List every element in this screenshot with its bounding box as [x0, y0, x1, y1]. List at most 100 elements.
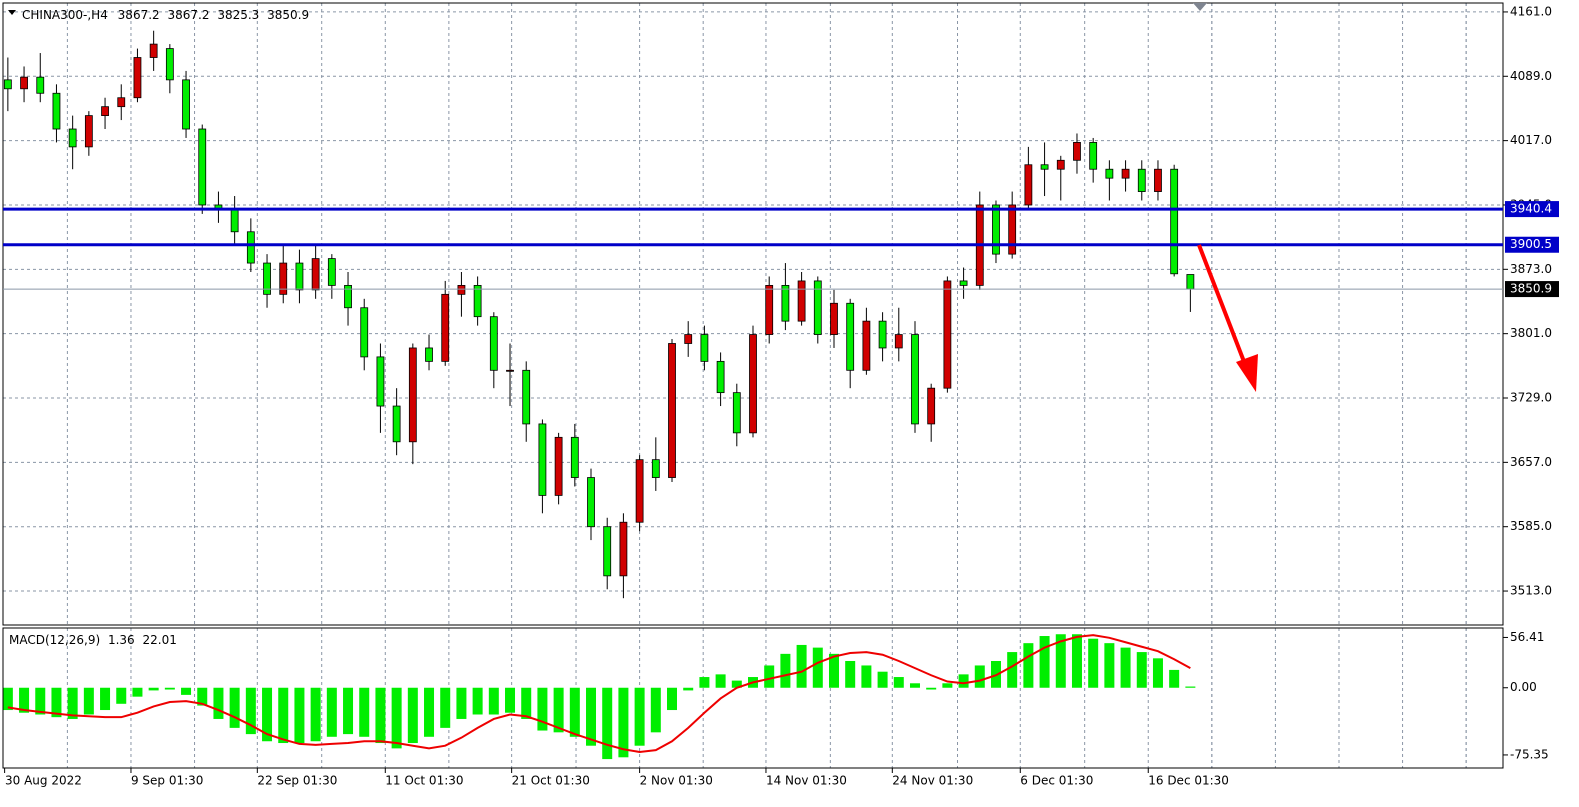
macd-bar: [326, 687, 337, 737]
x-tick-label: 14 Nov 01:30: [766, 774, 847, 788]
candle-body: [408, 347, 417, 443]
macd-bar: [845, 660, 856, 688]
header-close: 3850.9: [267, 8, 309, 22]
candle-body: [813, 280, 822, 335]
candle-body: [1137, 168, 1146, 192]
x-tick-label: 6 Dec 01:30: [1020, 774, 1093, 788]
macd-bar: [1088, 638, 1099, 688]
chart-header: CHINA300-,H4 3867.2 3867.2 3825.3 3850.9: [22, 8, 309, 22]
candle-body: [554, 436, 563, 496]
macd-bar: [796, 644, 807, 688]
level-label-box: [1505, 236, 1559, 253]
macd-title: MACD(12,26,9): [9, 633, 100, 647]
x-tick-label: 16 Dec 01:30: [1148, 774, 1229, 788]
grid-layer: 4161.04089.04017.03945.03873.03801.03729…: [3, 3, 1552, 788]
header-open: 3867.2: [118, 8, 160, 22]
candle-body: [101, 106, 109, 117]
macd-bar: [1120, 647, 1131, 688]
candle-body: [279, 262, 288, 295]
candle-body: [441, 293, 450, 362]
macd-bar: [1152, 658, 1163, 688]
candle-body: [830, 302, 838, 335]
candle-body: [846, 302, 855, 371]
candle-body: [668, 343, 676, 478]
macd-bar: [602, 687, 613, 760]
macd-bar: [731, 680, 742, 688]
y-tick-label: 3657.0: [1510, 455, 1552, 469]
macd-bar: [229, 687, 240, 728]
y-tick-label: 4017.0: [1510, 133, 1552, 147]
macd-bar: [909, 683, 920, 688]
candle-body: [732, 392, 741, 434]
macd-bar: [861, 665, 872, 688]
x-tick-label: 2 Nov 01:30: [640, 774, 713, 788]
macd-bar: [197, 687, 208, 706]
candle-body: [182, 79, 190, 130]
y-tick-label: 3585.0: [1510, 519, 1552, 533]
macd-bar: [958, 674, 969, 688]
candle-body: [1186, 274, 1195, 290]
candle-body: [570, 436, 579, 478]
candle-body: [230, 209, 239, 233]
x-tick-label: 24 Nov 01:30: [892, 774, 973, 788]
macd-bar: [440, 687, 451, 728]
candle-body: [765, 285, 774, 335]
macd-bar: [359, 687, 370, 737]
macd-bar: [893, 677, 904, 688]
macd-bar: [974, 665, 985, 688]
candle-body: [651, 459, 660, 478]
macd-bar: [1169, 669, 1180, 688]
candle-body: [327, 258, 336, 286]
shift-marker[interactable]: [1193, 3, 1207, 11]
macd-value: 1.36: [108, 633, 135, 647]
macd-bar: [116, 687, 127, 704]
signal-value: 22.01: [143, 633, 177, 647]
macd-bar: [1023, 643, 1034, 688]
y-tick-label: 4161.0: [1510, 4, 1552, 18]
macd-bar: [812, 647, 823, 688]
candle-body: [1105, 168, 1114, 179]
macd-header: MACD(12,26,9) 1.36 22.01: [9, 633, 177, 647]
y-tick-label: 3513.0: [1510, 584, 1552, 598]
macd-bar: [245, 687, 256, 735]
macd-bar: [278, 687, 289, 744]
candle-body: [489, 316, 498, 371]
candle-body: [198, 128, 207, 206]
macd-bar: [521, 687, 532, 719]
candle-body: [522, 369, 531, 425]
y-tick-label: 3873.0: [1510, 262, 1552, 276]
macd-bar: [1104, 643, 1115, 688]
candle-body: [911, 334, 919, 425]
macd-bar: [942, 683, 953, 688]
macd-bar: [780, 653, 791, 688]
menu-triangle[interactable]: [8, 10, 16, 15]
plot-layer: [2, 30, 1196, 760]
macd-bar: [67, 687, 78, 719]
header-high: 3867.2: [168, 8, 210, 22]
macd-bar: [164, 687, 175, 690]
candle-body: [133, 57, 142, 99]
candle-body: [992, 204, 1000, 255]
candle-body: [1089, 142, 1098, 170]
macd-bar: [391, 687, 402, 749]
price-label-box: [1505, 281, 1559, 298]
level-label-box: [1505, 201, 1559, 218]
symbol: CHINA300-,H4: [22, 8, 108, 22]
candle-body: [797, 280, 806, 322]
macd-bar: [181, 687, 192, 695]
candle-body: [1056, 159, 1065, 170]
overlay-layer: 3940.4 3900.5 3850.9: [3, 201, 1559, 298]
candle-body: [506, 369, 514, 372]
x-tick-label: 11 Oct 01:30: [385, 774, 463, 788]
signal-line: [7, 634, 1191, 753]
macd-bar: [618, 687, 629, 758]
macd-bar: [926, 687, 937, 690]
candle-body: [862, 320, 871, 371]
macd-bar: [213, 687, 224, 719]
level-label: 3940.4: [1510, 202, 1552, 216]
y-tick-label: 56.41: [1510, 630, 1544, 644]
x-tick-label: 30 Aug 2022: [5, 774, 82, 788]
macd-bar: [553, 687, 564, 733]
candle-body: [68, 128, 77, 148]
main-panel-frame: [2, 2, 1504, 626]
